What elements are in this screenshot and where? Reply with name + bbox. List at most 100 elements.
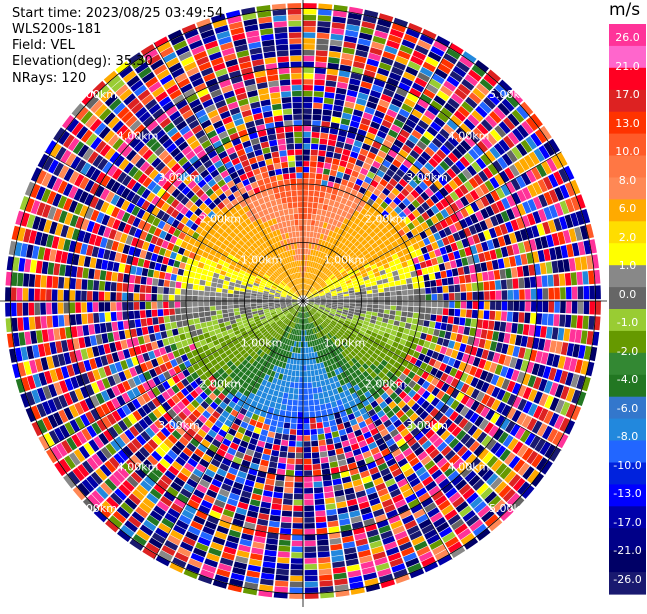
gate-cell [388,401,397,410]
gate-cell [322,115,332,122]
gate-cell [372,289,379,294]
gate-cell [501,391,511,404]
gate-cell [169,315,176,322]
gate-cell [40,302,46,315]
gate-cell [495,187,506,199]
gate-cell [342,311,348,315]
gate-cell [390,144,401,154]
gate-cell [506,344,515,356]
gate-cell [324,277,330,283]
gate-cell [476,319,483,329]
gate-cell [520,101,534,116]
gate-cell [386,109,398,118]
gate-cell [303,20,316,27]
gate-cell [313,306,319,310]
gate-cell [547,313,554,326]
gate-cell [310,309,315,315]
gate-cell [221,305,228,310]
gate-cell [538,393,549,407]
gate-cell [307,293,312,298]
gate-cell [569,329,576,343]
gate-cell [360,167,369,176]
gate-cell [527,403,538,417]
gate-cell [203,332,211,339]
gate-cell [421,326,429,334]
gate-cell [442,285,449,293]
gate-cell [416,170,426,181]
gate-cell [371,242,378,249]
gate-cell [384,291,391,297]
gate-cell [382,187,391,196]
gate-cell [383,355,391,363]
gate-cell [332,566,346,574]
gate-cell [395,310,402,316]
gate-cell [350,222,358,230]
gate-cell [277,557,290,564]
gate-cell [379,254,386,261]
gate-cell [180,289,187,295]
gate-cell [303,3,317,9]
gate-cell [412,175,422,185]
gate-cell [256,303,263,306]
gate-cell [325,293,332,296]
gate-cell [351,357,358,364]
gate-cell [308,243,312,249]
gate-cell [451,426,462,437]
gate-cell [318,272,324,278]
gate-cell [478,358,487,369]
gate-cell [505,420,516,434]
gate-cell [408,380,417,389]
gate-cell [506,195,516,207]
gate-cell [329,169,337,177]
gate-cell [453,276,460,285]
gate-cell [338,242,344,249]
gate-cell [350,322,356,327]
gate-cell [324,308,331,312]
gate-cell [151,301,157,309]
gate-cell [380,93,392,103]
gate-cell [495,213,505,225]
gate-cell [303,225,307,231]
gate-cell [447,136,459,147]
gate-cell [326,187,333,194]
gate-cell [245,304,251,308]
gate-cell [329,237,335,244]
gate-cell [525,136,538,150]
gate-cell [306,353,310,359]
gate-cell [378,13,394,23]
gate-cell [420,93,433,104]
gate-cell [215,305,222,311]
gate-cell [227,293,234,298]
gate-cell [556,152,568,167]
gate-cell [260,572,275,580]
gate-cell [363,137,374,146]
gate-cell [507,301,514,311]
gate-cell [143,259,151,269]
gate-cell [172,328,179,336]
gate-cell [554,301,560,313]
gate-cell [382,88,395,98]
gate-cell [404,340,412,348]
gate-cell [559,314,566,327]
gate-cell [262,301,268,304]
gate-cell [323,198,330,205]
gate-cell [425,444,436,455]
gate-cell [271,395,278,403]
gate-cell [325,327,331,333]
gate-cell [227,289,234,294]
gate-cell [328,265,334,271]
gate-cell [245,292,251,296]
gate-cell [307,304,313,308]
gate-cell [437,301,443,308]
gate-cell [289,581,303,588]
gate-cell [469,366,478,376]
gate-cell [547,219,557,233]
gate-cell [358,228,365,236]
gate-cell [559,370,569,385]
gate-cell [382,318,389,324]
gate-cell [568,258,576,272]
gate-cell [321,228,326,235]
gate-cell [491,459,503,472]
gate-cell [373,383,381,392]
gate-cell [444,331,452,340]
